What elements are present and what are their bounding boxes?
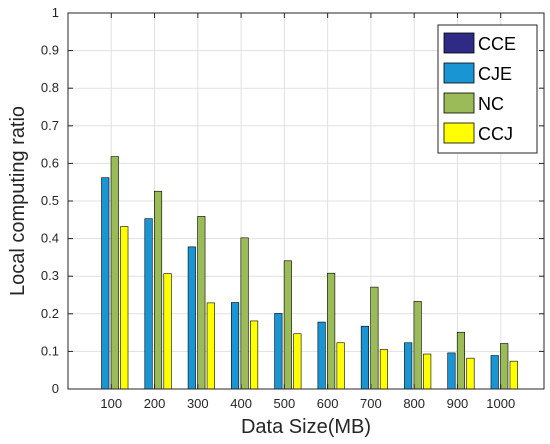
- y-tick-label: 0: [52, 381, 59, 396]
- x-axis-title: Data Size(MB): [241, 416, 371, 438]
- bar-ccj: [423, 353, 432, 390]
- y-tick-label: 0.8: [41, 80, 59, 95]
- bars-group: [101, 156, 518, 390]
- bar-cje: [144, 218, 153, 390]
- y-tick-label: 0.2: [41, 306, 59, 321]
- legend: CCE CJE NC CCJ: [437, 24, 538, 154]
- bar-ccj: [120, 226, 129, 390]
- y-axis-title: Local computing ratio: [7, 106, 29, 296]
- bar-ccj: [509, 360, 518, 390]
- bar-cje: [404, 342, 413, 390]
- y-tick-label: 0.9: [41, 43, 59, 58]
- bar-nc: [153, 190, 163, 390]
- x-tick-label: 500: [274, 396, 296, 411]
- bar-ccj: [293, 333, 302, 390]
- bar-cje: [187, 246, 196, 390]
- bar-ccj: [206, 302, 215, 390]
- x-tick-label: 200: [144, 396, 166, 411]
- legend-label-ccj: CCJ: [478, 124, 513, 144]
- bar-nc: [110, 156, 119, 390]
- bar-cje: [101, 177, 110, 390]
- bar-nc: [197, 216, 206, 390]
- bar-ccj: [466, 357, 475, 390]
- legend-swatch-nc: [443, 92, 475, 114]
- x-tick-label: 400: [230, 396, 252, 411]
- bar-nc: [283, 260, 292, 390]
- bar-nc: [370, 286, 379, 390]
- legend-label-cce: CCE: [478, 34, 516, 54]
- y-tick-label: 0.4: [41, 231, 59, 246]
- bar-nc: [413, 301, 422, 390]
- legend-swatch-cce: [443, 32, 475, 54]
- bar-ccj: [250, 320, 259, 390]
- x-axis: 100 200 300 400 500 600 700 800 900 1000: [100, 13, 515, 411]
- bar-cje: [447, 352, 456, 390]
- x-tick-label: 700: [360, 396, 382, 411]
- y-tick-label: 0.3: [41, 268, 59, 283]
- bar-nc: [500, 343, 509, 390]
- y-tick-label: 1: [52, 5, 59, 20]
- bar-ccj: [163, 273, 172, 390]
- y-tick-label: 0.6: [41, 155, 59, 170]
- bar-cje: [490, 355, 499, 390]
- x-tick-label: 100: [100, 396, 122, 411]
- y-tick-label: 0.5: [41, 193, 59, 208]
- legend-swatch-cje: [443, 62, 475, 84]
- bar-ccj: [336, 342, 345, 390]
- y-tick-label: 0.1: [41, 343, 59, 358]
- bar-nc: [327, 272, 336, 390]
- bar-cje: [317, 321, 326, 390]
- legend-label-nc: NC: [478, 94, 504, 114]
- y-axis: 0 0.1 0.2 0.3 0.4 0.5 0.6 0.7 0.8 0.9 1: [41, 5, 544, 396]
- legend-label-cje: CJE: [478, 64, 512, 84]
- bar-cje: [231, 302, 240, 390]
- x-tick-label: 900: [447, 396, 469, 411]
- x-tick-label: 1000: [486, 396, 515, 411]
- legend-swatch-ccj: [443, 122, 475, 144]
- x-tick-label: 300: [187, 396, 209, 411]
- bar-nc: [240, 237, 249, 390]
- bar-ccj: [379, 349, 388, 390]
- bar-cje: [360, 325, 369, 390]
- x-tick-label: 600: [317, 396, 339, 411]
- x-tick-label: 800: [403, 396, 425, 411]
- y-tick-label: 0.7: [41, 118, 59, 133]
- bar-cje: [274, 313, 283, 390]
- bar-nc: [456, 331, 466, 390]
